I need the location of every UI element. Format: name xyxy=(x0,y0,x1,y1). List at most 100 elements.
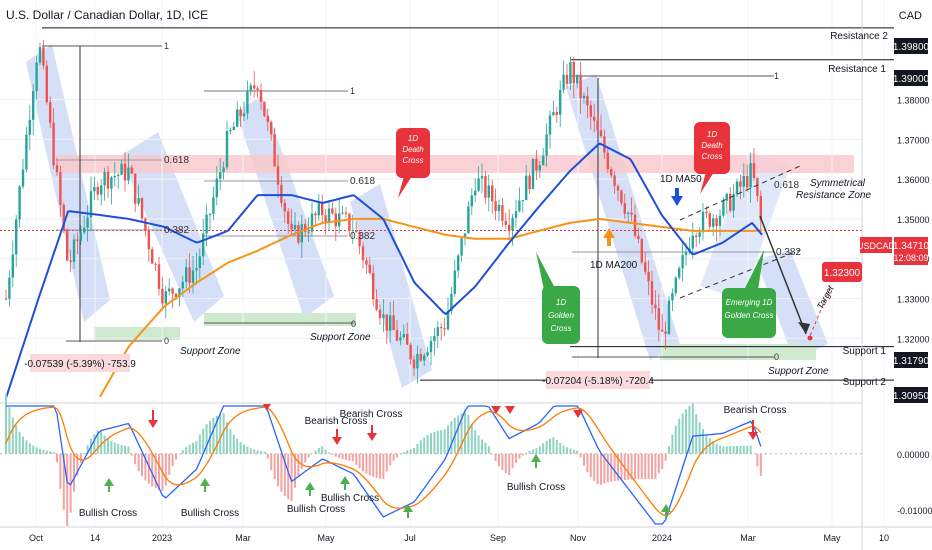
macd-hist-bar xyxy=(559,442,562,454)
macd-hist-bar xyxy=(158,453,160,490)
macd-hist-bar xyxy=(521,453,524,456)
macd-hist-bar xyxy=(8,407,11,454)
macd-hist-bar xyxy=(66,453,69,526)
candle-body xyxy=(62,204,65,230)
candle-body xyxy=(276,166,280,185)
macd-hist-bar xyxy=(712,441,715,454)
candle-body xyxy=(497,204,501,212)
fib-382-c: 0.382 xyxy=(776,247,801,258)
macd-hist-bar xyxy=(467,415,470,454)
candle-body xyxy=(208,213,212,215)
candle-body xyxy=(372,272,375,300)
macd-hist-bar xyxy=(419,440,422,454)
macd-hist-bar xyxy=(753,453,755,455)
macd-hist-bar xyxy=(542,443,545,454)
candle-body xyxy=(412,359,416,369)
macd-hist-bar xyxy=(283,453,286,497)
macd-hist-bar xyxy=(688,405,691,454)
candle-body xyxy=(555,112,558,115)
candle-body xyxy=(154,263,157,265)
support-zone-label-1: Support Zone xyxy=(180,346,241,357)
macd-hist-bar xyxy=(362,453,364,472)
candle-body xyxy=(698,232,701,237)
macd-hist-bar xyxy=(219,414,222,454)
macd-hist-bar xyxy=(175,453,177,460)
candle-body xyxy=(528,175,531,190)
macd-hist-bar xyxy=(674,425,677,454)
macd-hist-bar xyxy=(589,453,592,478)
candle-body xyxy=(324,215,327,222)
candle-body xyxy=(103,172,106,186)
candle-body xyxy=(368,264,371,273)
candle-body xyxy=(168,288,171,292)
currency-label: CAD xyxy=(898,10,922,22)
macd-hist-bar xyxy=(59,453,62,489)
macd-hist-bar xyxy=(188,444,191,454)
candle-body xyxy=(443,328,446,330)
macd-hist-bar xyxy=(613,453,616,482)
candle-body xyxy=(93,186,96,192)
x-tick-label: 14 xyxy=(90,533,100,543)
candle-body xyxy=(127,167,130,181)
macd-hist-bar xyxy=(402,452,405,454)
macd-line xyxy=(6,405,762,525)
x-tick-label: 2023 xyxy=(152,533,172,543)
candle-body xyxy=(637,235,640,240)
ma50-line xyxy=(5,142,763,399)
macd-hist-bar xyxy=(202,428,205,454)
macd-hist-bar xyxy=(487,446,490,454)
svg-text:Death: Death xyxy=(701,141,723,150)
svg-text:1D: 1D xyxy=(707,130,717,139)
macd-hist-bar xyxy=(389,453,392,466)
candle-body xyxy=(348,213,351,231)
candle-body xyxy=(375,299,378,310)
candle-body xyxy=(440,327,443,329)
bearish-cross-3: Bearish Cross xyxy=(724,405,787,416)
macd-hist-bar xyxy=(103,435,106,454)
macd-hist-bar xyxy=(127,446,130,454)
candle-body xyxy=(640,239,643,263)
macd-hist-bar xyxy=(107,438,109,454)
candle-body xyxy=(86,217,89,228)
symmetrical-triangle xyxy=(679,165,831,341)
candle-body xyxy=(76,239,79,241)
macd-hist-bar xyxy=(702,429,704,454)
candle-body xyxy=(712,218,715,227)
candle-body xyxy=(266,115,269,123)
candle-body xyxy=(4,298,8,300)
candle-body xyxy=(450,293,453,312)
y-tick-label: 1.38000 xyxy=(897,96,930,106)
candle-body xyxy=(650,281,654,305)
macd-hist-bar xyxy=(759,453,762,476)
resistance-1-price: 1.39000 xyxy=(893,74,930,85)
macd-hist-bar xyxy=(229,429,232,454)
candle-body xyxy=(701,211,705,233)
candle-body xyxy=(263,101,266,116)
macd-hist-bar xyxy=(28,443,31,454)
macd-hist-bar xyxy=(572,449,575,454)
macd-hist-bar xyxy=(464,411,466,454)
macd-hist-bar xyxy=(756,453,759,467)
macd-hist-bar xyxy=(15,425,18,454)
fib-618-b: 0.618 xyxy=(350,176,375,187)
y-tick-label: 1.35000 xyxy=(897,215,930,225)
candle-body xyxy=(45,65,48,103)
macd-hist-bar xyxy=(195,441,198,454)
macd-hist-bar xyxy=(555,439,558,454)
svg-text:Emerging 1D: Emerging 1D xyxy=(726,298,773,307)
macd-hist-bar xyxy=(273,453,276,480)
candle-body xyxy=(579,74,582,99)
chart-title: U.S. Dollar / Canadian Dollar, 1D, ICE xyxy=(6,8,209,22)
candle-body xyxy=(654,304,657,309)
svg-text:Cross: Cross xyxy=(403,156,424,165)
macd-hist-bar xyxy=(545,440,548,454)
macd-hist-bar xyxy=(154,453,157,489)
candle-body xyxy=(331,208,334,214)
x-tick-label: May xyxy=(823,533,841,543)
candle-body xyxy=(300,224,303,243)
level-price-tags: 1.39800 1.39000 1.31790 1.30950 USDCAD 1… xyxy=(857,38,930,403)
candle-body xyxy=(188,267,191,283)
macd-hist-bar xyxy=(600,453,602,485)
signal-line xyxy=(5,406,762,517)
candle-body xyxy=(504,220,507,225)
